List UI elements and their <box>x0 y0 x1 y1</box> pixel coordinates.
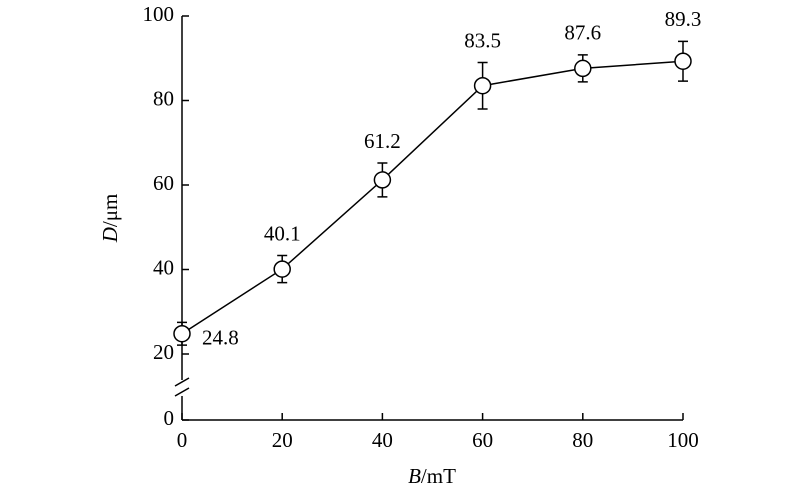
x-tick-label: 100 <box>667 428 699 452</box>
y-axis-label: D/μm <box>98 194 122 244</box>
y-tick-label: 60 <box>153 171 174 195</box>
data-point <box>674 52 692 70</box>
x-tick-label: 40 <box>372 428 393 452</box>
x-label-symbol: B <box>408 464 421 488</box>
x-axis-label: B/mT <box>408 464 456 488</box>
data-line <box>181 60 684 335</box>
axis-break-mark <box>174 387 190 397</box>
data-point <box>473 76 492 95</box>
y-tick-label: 40 <box>153 255 174 279</box>
x-label-unit: /mT <box>421 464 456 488</box>
data-point <box>574 59 592 78</box>
data-point <box>273 260 291 278</box>
data-label: 24.8 <box>202 326 239 350</box>
axis-break-mark <box>174 377 190 387</box>
y-tick-label: 0 <box>164 406 175 430</box>
x-tick-label: 0 <box>177 428 188 452</box>
x-tick-label: 20 <box>272 428 293 452</box>
x-tick-label: 80 <box>572 428 593 452</box>
data-label: 87.6 <box>564 21 601 45</box>
data-point <box>373 171 392 189</box>
y-label-symbol: D <box>98 227 122 243</box>
data-label: 89.3 <box>665 7 702 31</box>
y-tick-label: 80 <box>153 86 174 110</box>
data-label: 61.2 <box>364 129 401 153</box>
y-label-unit: /μm <box>98 194 122 227</box>
data-label: 40.1 <box>264 221 301 245</box>
data-label: 83.5 <box>464 28 501 52</box>
data-point <box>173 324 191 343</box>
y-tick-label: 20 <box>153 340 174 364</box>
x-tick-label: 60 <box>472 428 493 452</box>
y-tick-label: 100 <box>143 2 175 26</box>
